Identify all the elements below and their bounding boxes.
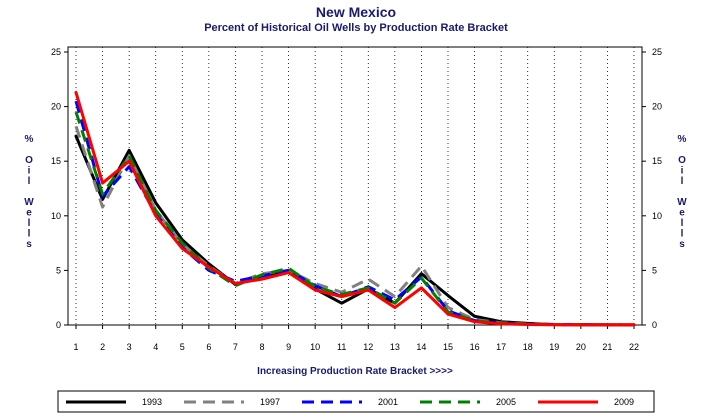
ylabel-left-char-6: W: [24, 197, 34, 208]
ylabel-left-char-2: O: [25, 155, 33, 166]
y-tick-label-left-0: 0: [56, 320, 61, 330]
x-tick-label-12: 12: [363, 342, 373, 352]
ylabel-right-char-2: O: [678, 155, 686, 166]
legend-label-2001: 2001: [378, 397, 398, 407]
x-tick-label-1: 1: [73, 342, 78, 352]
ylabel-right-char-8: l: [681, 218, 684, 229]
x-tick-label-17: 17: [496, 342, 506, 352]
x-tick-label-21: 21: [602, 342, 612, 352]
x-tick-label-19: 19: [549, 342, 559, 352]
x-tick-label-6: 6: [206, 342, 211, 352]
ylabel-right-char-0: %: [678, 134, 687, 145]
x-tick-label-18: 18: [523, 342, 533, 352]
ylabel-left-char-4: l: [28, 176, 31, 187]
series-lines: [74, 90, 636, 327]
x-tick-label-4: 4: [153, 342, 158, 352]
x-tick-label-8: 8: [259, 342, 264, 352]
y-tick-label-right-5: 5: [652, 265, 657, 275]
x-axis-label: Increasing Production Rate Bracket >>>>: [257, 366, 453, 377]
x-tick-label-2: 2: [100, 342, 105, 352]
ylabel-left-char-7: e: [26, 208, 32, 219]
legend-box: [57, 390, 655, 413]
y-tick-label-left-25: 25: [51, 47, 61, 57]
x-tick-label-3: 3: [127, 342, 132, 352]
y-tick-label-right-15: 15: [652, 156, 662, 166]
legend-label-1997: 1997: [260, 397, 280, 407]
ylabel-right-char-3: i: [681, 166, 684, 177]
x-tick-label-11: 11: [337, 342, 346, 352]
legend-label-2009: 2009: [614, 397, 634, 407]
legend-label-2005: 2005: [496, 397, 516, 407]
grid-lines: [75, 47, 635, 325]
y-tick-label-left-20: 20: [51, 102, 61, 112]
ylabel-left-char-9: l: [28, 229, 31, 240]
ylabel-right-char-10: s: [679, 239, 685, 250]
y-tick-label-left-15: 15: [51, 156, 61, 166]
ylabel-right-char-4: l: [681, 176, 684, 187]
x-tick-label-10: 10: [310, 342, 320, 352]
ylabel-left-char-8: l: [28, 218, 31, 229]
series-line-2009: [74, 90, 636, 327]
x-tick-label-14: 14: [416, 342, 426, 352]
x-tick-label-7: 7: [233, 342, 238, 352]
y-tick-label-right-10: 10: [652, 211, 662, 221]
y-tick-label-right-25: 25: [652, 47, 662, 57]
ylabel-right-char-7: e: [679, 208, 685, 219]
axis-ticks: 1 2 3 4 5 6 7 8 9 10 11 12 13 14 15 16 17 18 19 20 21 220 05 51…: [51, 47, 662, 352]
legend-label-1993: 1993: [142, 397, 162, 407]
y-tick-label-left-10: 10: [51, 211, 61, 221]
y-tick-label-left-5: 5: [56, 265, 61, 275]
x-tick-label-16: 16: [470, 342, 480, 352]
ylabel-left-char-0: %: [25, 134, 34, 145]
ylabel-right-char-6: W: [677, 197, 687, 208]
y-tick-label-right-0: 0: [652, 320, 657, 330]
y-tick-label-right-20: 20: [652, 102, 662, 112]
ylabel-left-char-10: s: [26, 239, 32, 250]
x-tick-label-5: 5: [180, 342, 185, 352]
chart-subtitle: Percent of Historical Oil Wells by Produ…: [204, 22, 508, 34]
x-tick-label-15: 15: [443, 342, 453, 352]
legend: 1993 1997 2001 2005 2009: [66, 397, 634, 407]
ylabel-right-char-9: l: [681, 229, 684, 240]
x-tick-label-22: 22: [629, 342, 639, 352]
series-line-1993: [74, 134, 636, 327]
plot-area-frame: [67, 46, 643, 326]
x-tick-label-20: 20: [576, 342, 586, 352]
chart-title: New Mexico: [316, 4, 396, 20]
x-tick-label-13: 13: [390, 342, 400, 352]
x-tick-label-9: 9: [286, 342, 291, 352]
ylabel-left-char-3: i: [28, 166, 31, 177]
